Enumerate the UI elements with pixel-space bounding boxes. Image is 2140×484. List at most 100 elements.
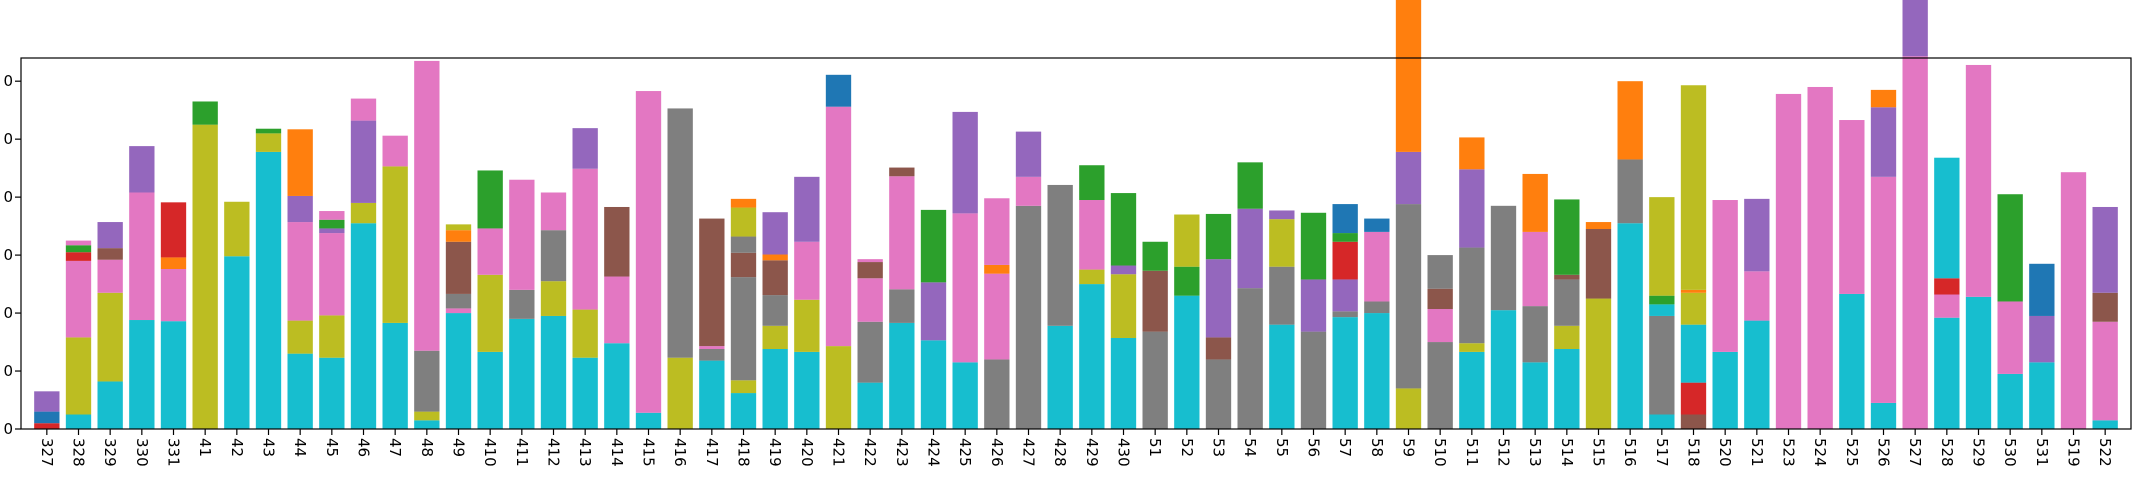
bar-segment-522-3 <box>2092 206 2118 293</box>
bar-segment-55-3 <box>1269 210 1295 220</box>
bar-segment-43-1 <box>255 133 282 152</box>
bar-segment-331-2 <box>160 257 187 269</box>
bar-segment-52-1 <box>1174 266 1200 296</box>
bar-segment-413-3 <box>572 128 598 169</box>
bar-segment-45-0 <box>319 357 345 429</box>
bar-segment-530-0 <box>1997 373 2023 429</box>
bar-segment-45-5 <box>319 211 345 220</box>
x-tick-label-414: 414 <box>608 438 626 467</box>
bar-segment-428-0 <box>1047 325 1073 429</box>
bar-segment-46-0 <box>350 223 377 429</box>
x-tick-label-43: 43 <box>260 438 278 457</box>
bar-segment-411-2 <box>509 179 535 290</box>
bar-segment-419-1 <box>762 325 788 350</box>
bar-segment-514-4 <box>1554 199 1580 275</box>
bar-segment-330-1 <box>129 192 155 321</box>
bar-segment-331-0 <box>160 321 187 429</box>
plot-frame <box>20 57 2132 430</box>
x-tick-label-528: 528 <box>1938 438 1956 467</box>
bar-segment-328-2 <box>65 260 92 338</box>
bar-segment-413-0 <box>572 357 598 429</box>
bar-segment-522-1 <box>2092 321 2118 421</box>
axis-layer: 0 0 0 0 0 0 0 327 328 329 330 331 41 42 43 44 45 46 47 48 49… <box>3 57 2132 467</box>
bar-segment-44-4 <box>287 129 313 196</box>
bar-segment-48-2 <box>414 350 440 412</box>
bar-segment-512-1 <box>1490 205 1517 311</box>
bar-segment-515-1 <box>1585 229 1612 299</box>
bar-segment-521-2 <box>1744 198 1770 272</box>
bar-segment-327-2 <box>34 391 60 412</box>
x-tick-label-530: 530 <box>2001 438 2019 467</box>
bar-segment-510-1 <box>1427 309 1453 343</box>
x-tick-label-531: 531 <box>2033 438 2051 467</box>
bar-segment-417-3 <box>699 218 725 347</box>
bar-segment-427-2 <box>1015 131 1042 177</box>
bar-segment-425-1 <box>952 213 978 363</box>
bar-segment-412-2 <box>540 230 567 282</box>
bar-segment-423-1 <box>889 289 915 323</box>
bar-segment-329-2 <box>97 259 123 293</box>
bar-segment-54-2 <box>1237 162 1263 209</box>
bar-segment-45-1 <box>319 315 345 358</box>
bar-segment-511-2 <box>1459 247 1485 344</box>
bar-segment-53-2 <box>1205 259 1232 338</box>
bar-segment-531-1 <box>2029 315 2055 363</box>
bar-segment-416-1 <box>667 108 693 358</box>
bar-segment-328-0 <box>65 414 92 429</box>
bar-segment-415-0 <box>635 412 662 429</box>
x-tick-label-527: 527 <box>1906 438 1924 467</box>
bar-segment-417-2 <box>699 346 725 349</box>
bar-segment-422-3 <box>857 262 883 279</box>
x-tick-label-525: 525 <box>1843 438 1861 467</box>
bar-segment-52-2 <box>1174 214 1200 267</box>
bar-segment-421-0 <box>825 346 852 429</box>
bar-segment-56-0 <box>1300 331 1327 429</box>
x-tick-label-423: 423 <box>893 438 911 467</box>
x-tick-label-522: 522 <box>2096 438 2114 467</box>
x-tick-label-327: 327 <box>38 438 56 467</box>
bar-segment-418-1 <box>730 380 757 394</box>
bar-segment-518-2 <box>1680 324 1707 383</box>
bar-segment-421-1 <box>825 106 852 347</box>
bar-segment-518-3 <box>1680 292 1707 325</box>
bar-segment-56-2 <box>1300 212 1327 280</box>
bar-segment-526-3 <box>1870 89 1897 108</box>
bar-segment-518-5 <box>1680 85 1707 290</box>
bar-segment-418-6 <box>730 198 757 208</box>
bar-segment-514-3 <box>1554 274 1580 280</box>
bar-segment-329-4 <box>97 222 123 249</box>
bar-segment-430-1 <box>1110 274 1137 338</box>
bar-segment-54-0 <box>1237 288 1263 429</box>
bar-segment-423-0 <box>889 322 915 429</box>
bar-segment-530-2 <box>1997 194 2023 302</box>
bar-segment-46-1 <box>350 202 377 224</box>
bar-segment-45-2 <box>319 233 345 316</box>
bar-segment-429-1 <box>1079 269 1105 285</box>
x-tick-label-510: 510 <box>1431 438 1449 467</box>
bar-segment-517-4 <box>1649 197 1675 296</box>
bar-segment-517-1 <box>1649 315 1675 415</box>
bar-segment-41-1 <box>192 101 218 125</box>
bar-segment-427-1 <box>1015 176 1042 206</box>
bar-segment-51-0 <box>1142 331 1168 429</box>
bar-segment-529-1 <box>1965 64 1992 297</box>
bar-segment-51-1 <box>1142 270 1168 332</box>
bar-segment-328-4 <box>65 245 92 253</box>
x-tick-label-524: 524 <box>1811 438 1829 467</box>
bar-segment-521-1 <box>1744 271 1770 321</box>
bar-segment-327-1 <box>34 411 60 424</box>
bar-segment-59-2 <box>1395 151 1422 205</box>
y-tick-label-500: 0 <box>3 130 13 148</box>
bar-segment-420-0 <box>794 351 820 429</box>
bar-segment-48-0 <box>414 420 440 429</box>
bar-segment-58-2 <box>1364 231 1390 302</box>
x-tick-label-411: 411 <box>513 438 531 467</box>
x-tick-label-428: 428 <box>1051 438 1069 467</box>
bar-segment-515-2 <box>1585 222 1612 230</box>
bar-segment-422-0 <box>857 382 883 430</box>
bar-segment-520-0 <box>1712 351 1738 429</box>
bar-segment-418-4 <box>730 236 757 253</box>
bar-segment-422-1 <box>857 321 883 383</box>
x-tick-label-529: 529 <box>1970 438 1988 467</box>
bar-segment-526-1 <box>1870 176 1897 403</box>
